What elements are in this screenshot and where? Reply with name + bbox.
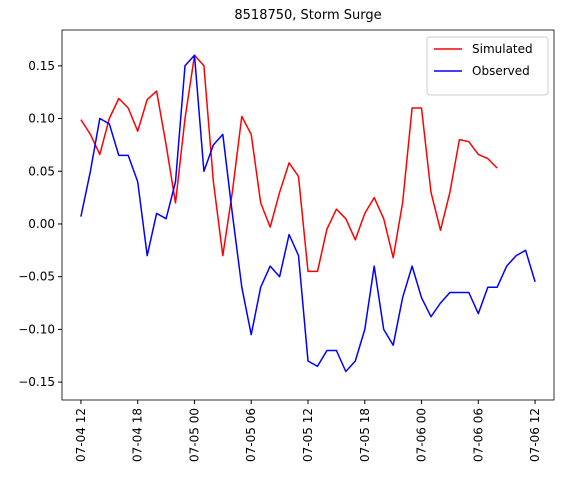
x-tick-label: 07-06 12 <box>528 408 542 462</box>
x-tick-label: 07-06 06 <box>471 408 485 462</box>
y-tick-label: 0.15 <box>28 59 55 73</box>
x-tick-label: 07-05 06 <box>244 408 258 462</box>
y-tick-label: 0.05 <box>28 164 55 178</box>
y-tick-label: 0.10 <box>28 112 55 126</box>
legend-label: Observed <box>472 64 530 78</box>
y-tick-label: −0.15 <box>18 375 55 389</box>
chart-title: 8518750, Storm Surge <box>234 8 381 23</box>
x-tick-label: 07-06 00 <box>415 408 429 462</box>
plot-frame <box>61 29 555 401</box>
x-tick-label: 07-05 00 <box>187 408 201 462</box>
y-tick-label: −0.05 <box>18 270 55 284</box>
x-tick-label: 07-04 12 <box>74 408 88 462</box>
legend-label: Simulated <box>472 42 533 56</box>
y-tick-label: 0.00 <box>28 217 55 231</box>
x-tick-label: 07-04 18 <box>131 408 145 462</box>
x-tick-label: 07-05 18 <box>358 408 372 462</box>
x-tick-label: 07-05 12 <box>301 408 315 462</box>
y-tick-label: −0.10 <box>18 322 55 336</box>
legend-box <box>426 36 549 96</box>
series-line <box>80 54 498 273</box>
series-line <box>80 54 536 373</box>
